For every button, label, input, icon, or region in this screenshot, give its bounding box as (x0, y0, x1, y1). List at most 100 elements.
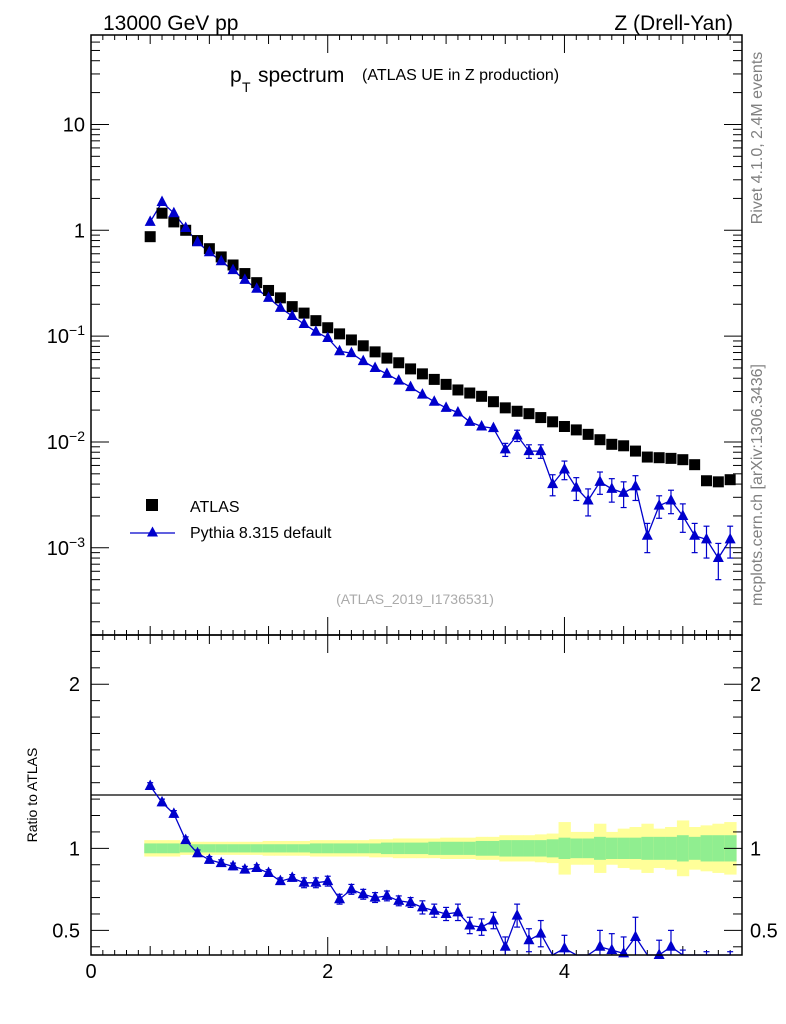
rivet-label: Rivet 4.1.0, 2.4M events (749, 52, 766, 225)
ratio-point (499, 940, 511, 951)
atlas-point (499, 402, 511, 414)
mc-point (712, 551, 724, 563)
y-tick-label: 10−3 (47, 534, 85, 560)
ratio-band-inner (179, 844, 193, 853)
atlas-point (381, 352, 393, 364)
chart-title-p: p (230, 64, 242, 87)
ratio-band-inner (392, 842, 406, 855)
legend-atlas-label: ATLAS (190, 499, 240, 516)
main-frame (90, 34, 743, 636)
mc-point (440, 401, 452, 412)
ratio-band-inner (333, 843, 346, 854)
mc-point (215, 254, 227, 266)
mc-point (239, 273, 251, 284)
legend-atlas-marker (146, 499, 158, 511)
ratio-band-inner (594, 836, 607, 860)
mc-point (310, 325, 322, 336)
ratio-point (464, 918, 476, 930)
atlas-point (535, 412, 547, 424)
process-label: Z (Drell-Yan) (614, 12, 733, 35)
mc-point (547, 477, 559, 489)
mc-point (464, 415, 476, 426)
atlas-point (464, 387, 476, 399)
ratio-band-inner (357, 843, 370, 854)
ratio-point (405, 895, 417, 907)
atlas-point (665, 452, 677, 464)
mc-point (523, 444, 535, 456)
ratio-y-tick-label-left: 2 (69, 674, 80, 696)
atlas-point (393, 357, 405, 369)
ratio-point (440, 907, 452, 918)
x-tick-labels: 0 2 4 (85, 961, 570, 983)
atlas-point (322, 322, 334, 334)
y-tick-label: 10−1 (47, 322, 85, 348)
atlas-point (345, 334, 357, 346)
ratio-point (345, 882, 357, 894)
ratio-band-inner (534, 840, 548, 857)
ratio-band-inner (546, 839, 560, 858)
mc-point (606, 482, 618, 493)
ratio-band-inner (558, 837, 571, 859)
y-tick-label: 10 (63, 114, 85, 136)
ratio-y-tick-label-left: 0.5 (52, 920, 80, 942)
ratio-band-inner (428, 841, 441, 855)
ratio-band-inner (688, 836, 702, 860)
y-tick-exponent: −1 (69, 322, 85, 338)
mc-point (334, 344, 346, 356)
ratio-ylabel: Ratio to ATLAS (24, 748, 40, 843)
ratio-point (227, 859, 239, 871)
y-tick-label: 1 (74, 220, 85, 242)
mc-point (665, 493, 677, 505)
atlas-point (286, 301, 298, 313)
ratio-band-inner (499, 840, 512, 857)
ratio-point (168, 807, 180, 818)
atlas-point (689, 459, 701, 471)
ratio-band-inner (309, 843, 323, 854)
ratio-band-inner (286, 844, 299, 853)
mc-point (629, 479, 641, 491)
mc-point (641, 529, 653, 540)
atlas-point (724, 474, 736, 486)
ratio-point (239, 863, 251, 874)
ratio-y-tick-label-left: 1 (69, 838, 80, 860)
ratio-point (357, 887, 369, 899)
atlas-point (476, 390, 488, 402)
ratio-band-inner (404, 842, 417, 855)
ratio-band-inner (321, 843, 335, 854)
ratio-band-inner (144, 843, 157, 854)
ratio-band-inner (238, 844, 252, 853)
atlas-point (274, 292, 286, 304)
atlas-point (428, 373, 440, 385)
ratio-point (322, 874, 334, 886)
mcplots-label: mcplots.cern.ch [arXiv:1306.3436] (749, 364, 766, 606)
mc-point (700, 532, 712, 544)
ratio-band-inner (452, 841, 465, 855)
ratio-band-inner (369, 843, 382, 854)
ratio-point (286, 871, 298, 882)
atlas-point (558, 420, 570, 432)
mc-point (251, 282, 263, 293)
ratio-y-tick-labels: 0.5 0.5 1 1 2 2 (52, 674, 778, 942)
atlas-point (168, 216, 180, 228)
legend-mc-marker (147, 526, 158, 537)
ratio-point (144, 779, 156, 790)
mc-point (653, 499, 665, 510)
mc-point (724, 532, 736, 544)
ratio-band-inner (676, 835, 690, 862)
ratio-point (606, 943, 618, 955)
ratio-point (334, 892, 346, 904)
atlas-point (523, 408, 535, 420)
atlas-point (334, 328, 346, 340)
ratio-band-inner (700, 835, 713, 862)
legend-mc-label: Pythia 8.315 default (190, 525, 332, 542)
atlas-point (156, 207, 168, 219)
ratio-band-inner (345, 843, 358, 854)
ratio-band-inner (582, 838, 595, 859)
ratio-point (428, 904, 440, 915)
chart-title-sub: T (242, 79, 251, 95)
mc-point (227, 263, 239, 275)
ratio-point (215, 856, 227, 868)
ratio-band-inner (380, 842, 394, 855)
